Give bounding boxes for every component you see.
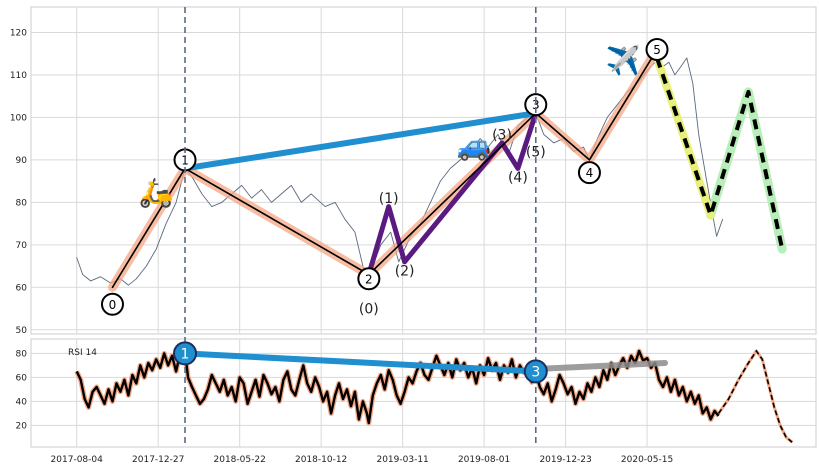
wave-black-line	[111, 48, 658, 289]
price-y-tick-label: 120	[10, 28, 27, 38]
wave-label: 0	[109, 298, 117, 312]
x-tick-labels: 2017-08-04 2017-12-27 2018-05-22 2018-10-12…	[51, 455, 674, 465]
price-y-tick-label: 110	[10, 71, 27, 81]
wave-label: 4	[586, 166, 594, 180]
price-panel-frame	[30, 6, 817, 335]
wave-label: 2	[365, 272, 373, 286]
subwave-label: (1)	[379, 191, 399, 207]
rsi-marker-group: 13	[173, 341, 548, 384]
airplane-icon: ✈️	[606, 43, 641, 77]
wave-label-circle	[100, 292, 124, 316]
rsi-y-tick-label: 40	[16, 397, 28, 407]
price-y-tick-labels: 50 60 70 80 90 100 110 120	[10, 28, 27, 335]
wave-label-circle	[645, 37, 669, 61]
forecast-dashed-line	[655, 57, 785, 250]
rsi-trend-blue-line	[182, 350, 539, 375]
subwave-label: (0)	[359, 302, 379, 318]
wave-label-circle	[577, 161, 601, 185]
rsi-marker-circle	[523, 359, 548, 384]
rsi-forecast-line	[717, 349, 793, 443]
x-tick-label: 2018-05-22	[214, 455, 266, 465]
price-y-tick-label: 80	[16, 198, 28, 208]
wave-label-circle	[357, 267, 381, 291]
vertical-marker-group	[184, 7, 537, 447]
subwave-label: (4)	[508, 170, 528, 186]
rsi-y-tick-labels: 20 40 60 80	[16, 349, 28, 431]
price-y-tick-label: 50	[16, 326, 28, 336]
price-y-tick-label: 100	[10, 113, 27, 123]
subwave-label: (3)	[492, 127, 512, 143]
rsi-panel: 20 40 60 80 RSI 14	[16, 338, 817, 448]
trend-blue-line	[182, 110, 539, 172]
wave-label: 5	[653, 43, 661, 57]
x-tick-label: 2019-08-01	[458, 455, 510, 465]
wave-label-group: 012345(0)(1)(2)(3)(4)(5)🛵🚙✈️	[100, 37, 669, 318]
x-tick-label: 2019-12-23	[539, 455, 591, 465]
rsi-label: RSI 14	[68, 348, 97, 358]
rsi-y-tick-label: 80	[16, 349, 28, 359]
x-tick-label: 2019-03-11	[376, 455, 428, 465]
rsi-y-tick-label: 60	[16, 373, 28, 383]
rsi-marker-label: 3	[531, 364, 540, 380]
price-y-tick-label: 90	[16, 156, 28, 166]
rsi-marker-circle	[173, 341, 198, 366]
car-icon: 🚙	[457, 129, 492, 162]
price-y-tick-label: 60	[16, 283, 28, 293]
x-tick-label: 2017-08-04	[51, 455, 104, 465]
x-tick-label: 2018-10-12	[295, 455, 347, 465]
price-grid	[31, 7, 816, 334]
subwave-purple-line	[366, 110, 539, 277]
rsi-y-tick-label: 20	[16, 421, 28, 431]
x-tick-label: 2020-05-15	[621, 455, 673, 465]
subwave-label: (2)	[395, 263, 415, 279]
rsi-marker-label: 1	[181, 346, 190, 362]
rsi-trend-gray-line	[532, 360, 668, 372]
price-y-tick-label: 70	[16, 241, 28, 251]
x-tick-label: 2017-12-27	[132, 455, 184, 465]
wave-label-circle	[524, 93, 548, 117]
wave-label: 3	[532, 98, 540, 112]
scooter-icon: 🛵	[139, 176, 174, 209]
